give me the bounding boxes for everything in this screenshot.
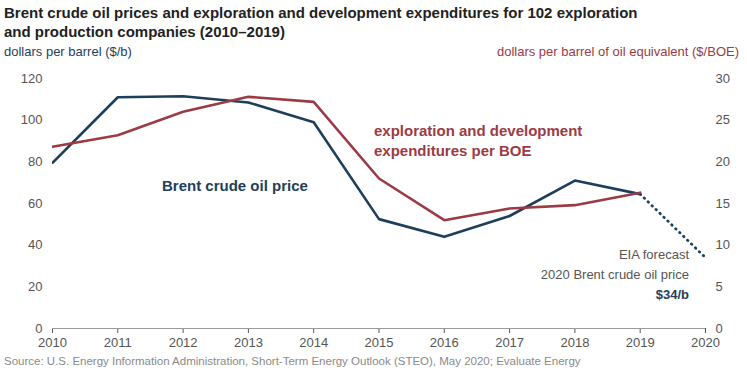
svg-text:60: 60 (28, 196, 42, 211)
svg-text:2014: 2014 (299, 335, 328, 350)
html-text:dollars per barrel of oil equi: dollars per barrel of oil equivalent ($/… (496, 44, 739, 59)
svg-text:80: 80 (28, 154, 42, 169)
svg-text:2010: 2010 (38, 335, 67, 350)
svg-text:2011: 2011 (104, 335, 132, 350)
svg-text:0: 0 (35, 321, 42, 336)
svg-text:2012: 2012 (169, 335, 198, 350)
svg-text:30: 30 (716, 71, 730, 86)
svg-text:15: 15 (716, 196, 730, 211)
svg-text:2020: 2020 (691, 335, 720, 350)
svg-text:10: 10 (716, 237, 730, 252)
svg-text:0: 0 (716, 321, 723, 336)
html-text:Brent crude oil prices and exp: Brent crude oil prices and exploration a… (4, 4, 638, 40)
svg-text:2016: 2016 (430, 335, 459, 350)
svg-text:40: 40 (28, 237, 42, 252)
html-text:2020 Brent crude oil price: 2020 Brent crude oil price (540, 267, 689, 282)
svg-text:5: 5 (716, 279, 723, 294)
html-text:EIA forecast: EIA forecast (618, 247, 689, 262)
svg-text:2018: 2018 (560, 335, 589, 350)
html-text:$34/b: $34/b (655, 287, 689, 302)
html-text:Source: U.S. Energy Informatio: Source: U.S. Energy Information Administ… (4, 355, 581, 367)
html-text:Brent crude oil price: Brent crude oil price (162, 177, 308, 194)
svg-text:2013: 2013 (234, 335, 263, 350)
svg-text:25: 25 (716, 112, 730, 127)
svg-text:2017: 2017 (495, 335, 524, 350)
html-text:exploration and development ex: exploration and development expenditures… (374, 122, 583, 159)
svg-text:120: 120 (21, 71, 43, 86)
svg-text:100: 100 (21, 112, 43, 127)
svg-text:20: 20 (716, 154, 730, 169)
svg-text:2015: 2015 (365, 335, 394, 350)
svg-text:2019: 2019 (626, 335, 655, 350)
html-text:dollars per barrel ($/b): dollars per barrel ($/b) (4, 44, 132, 59)
svg-text:20: 20 (28, 279, 42, 294)
